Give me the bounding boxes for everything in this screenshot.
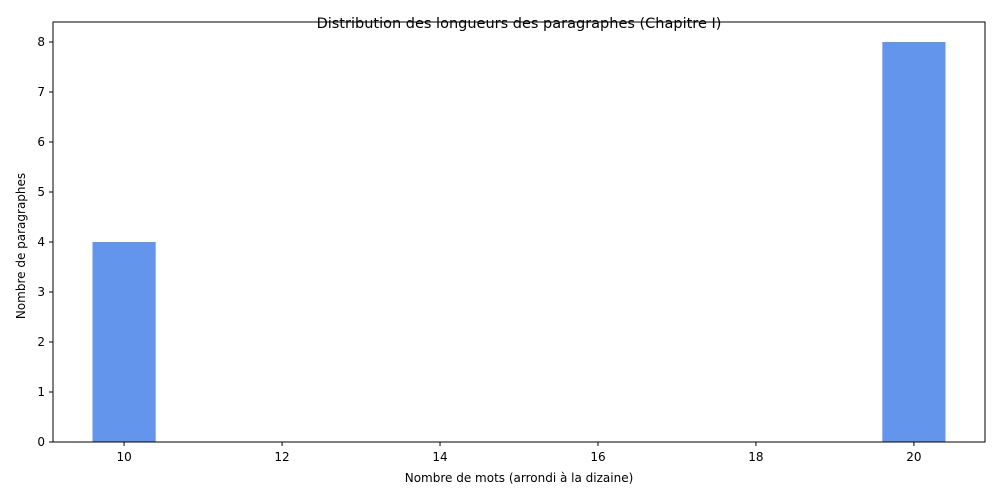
x-tick-label: 16 [590,450,605,464]
y-tick-label: 5 [37,185,45,199]
bar-0 [92,242,156,442]
y-tick-label: 4 [37,235,45,249]
bar-1 [882,42,946,442]
y-tick-label: 6 [37,135,45,149]
y-tick-label: 2 [37,335,45,349]
bars-layer [92,42,946,442]
x-tick-label: 18 [748,450,763,464]
y-axis-label: Nombre de paragraphes [14,173,28,319]
x-tick-label: 12 [274,450,289,464]
y-tick-label: 3 [37,285,45,299]
y-tick-label: 8 [37,35,45,49]
x-tick-label: 20 [906,450,921,464]
y-tick-label: 0 [37,435,45,449]
x-tick-label: 14 [432,450,447,464]
plot-frame [52,21,986,443]
x-axis-label: Nombre de mots (arrondi à la dizaine) [405,471,634,485]
chart-title: Distribution des longueurs des paragraph… [317,16,722,32]
x-tick-label: 10 [116,450,131,464]
y-tick-label: 1 [37,385,45,399]
y-tick-label: 7 [37,85,45,99]
